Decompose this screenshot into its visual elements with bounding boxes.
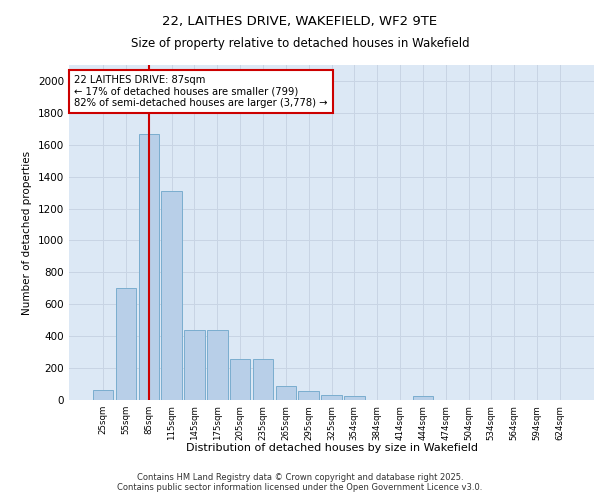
Text: Contains HM Land Registry data © Crown copyright and database right 2025.
Contai: Contains HM Land Registry data © Crown c… [118,473,482,492]
Text: 22 LAITHES DRIVE: 87sqm
← 17% of detached houses are smaller (799)
82% of semi-d: 22 LAITHES DRIVE: 87sqm ← 17% of detache… [74,75,328,108]
Bar [207,330,227,400]
Bar [413,396,433,400]
X-axis label: Distribution of detached houses by size in Wakefield: Distribution of detached houses by size … [185,442,478,452]
Bar [298,391,319,400]
Bar [321,395,342,400]
Text: 22, LAITHES DRIVE, WAKEFIELD, WF2 9TE: 22, LAITHES DRIVE, WAKEFIELD, WF2 9TE [163,15,437,28]
Text: Size of property relative to detached houses in Wakefield: Size of property relative to detached ho… [131,38,469,51]
Bar [139,134,159,400]
Bar [253,360,273,400]
Bar [230,360,250,400]
Bar [184,330,205,400]
Bar [344,396,365,400]
Bar [116,288,136,400]
Bar [161,191,182,400]
Bar [275,386,296,400]
Bar [93,390,113,400]
Y-axis label: Number of detached properties: Number of detached properties [22,150,32,314]
